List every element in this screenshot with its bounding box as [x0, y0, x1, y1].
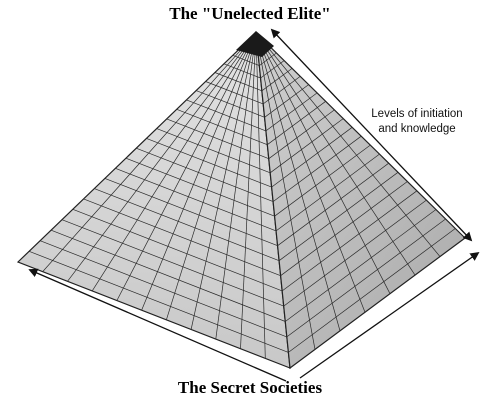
left-face-course-line	[72, 208, 283, 292]
left-face-grid	[28, 32, 289, 359]
left-face-course-line	[195, 90, 265, 118]
left-face-vertical-line	[91, 32, 257, 292]
left-face-course-line	[50, 229, 286, 322]
levels-arrow	[270, 28, 473, 242]
left-face-course-line	[136, 147, 274, 202]
side-label-line-1: Levels of initiation	[371, 108, 463, 120]
left-face-vertical-line	[67, 32, 257, 282]
side-label: Levels of initiation and knowledge	[352, 107, 482, 137]
left-face-course-line	[125, 157, 275, 217]
left-face-course-line	[186, 99, 267, 132]
bottom-label: The Secret Societies	[177, 378, 323, 397]
left-face-vertical-line	[215, 32, 257, 340]
left-face-course-line	[156, 128, 271, 174]
left-face-course-line	[61, 219, 284, 307]
left-face-vertical-line	[166, 32, 257, 320]
left-face-course-line	[214, 72, 263, 92]
left-face-vertical-line	[42, 32, 257, 272]
left-face-course-line	[232, 54, 260, 66]
left-face-course-line	[205, 81, 264, 105]
right-face-course-line	[288, 228, 456, 353]
left-face-vertical-line	[190, 32, 257, 330]
left-face-course-line	[83, 198, 281, 277]
left-face-vertical-line	[240, 32, 257, 349]
pyramid-apex-capstone	[236, 31, 274, 57]
side-label-line-2: and knowledge	[378, 123, 456, 135]
left-face-course-line	[146, 138, 272, 188]
left-face-course-line	[176, 108, 268, 146]
left-face-vertical-line	[116, 32, 257, 301]
left-face-course-line	[39, 240, 287, 338]
left-face-course-line	[28, 250, 289, 353]
top-label: The "Unelected Elite"	[169, 4, 331, 23]
base-arrow-left	[28, 268, 287, 382]
base-arrow-right	[299, 251, 480, 379]
left-face-vertical-line	[141, 32, 257, 311]
left-face-course-line	[104, 178, 278, 247]
left-face-course-line	[94, 188, 280, 262]
left-face-course-line	[115, 167, 277, 232]
left-face-vertical-line	[255, 32, 266, 359]
left-face-course-line	[166, 118, 269, 160]
left-face-course-line	[223, 63, 261, 79]
